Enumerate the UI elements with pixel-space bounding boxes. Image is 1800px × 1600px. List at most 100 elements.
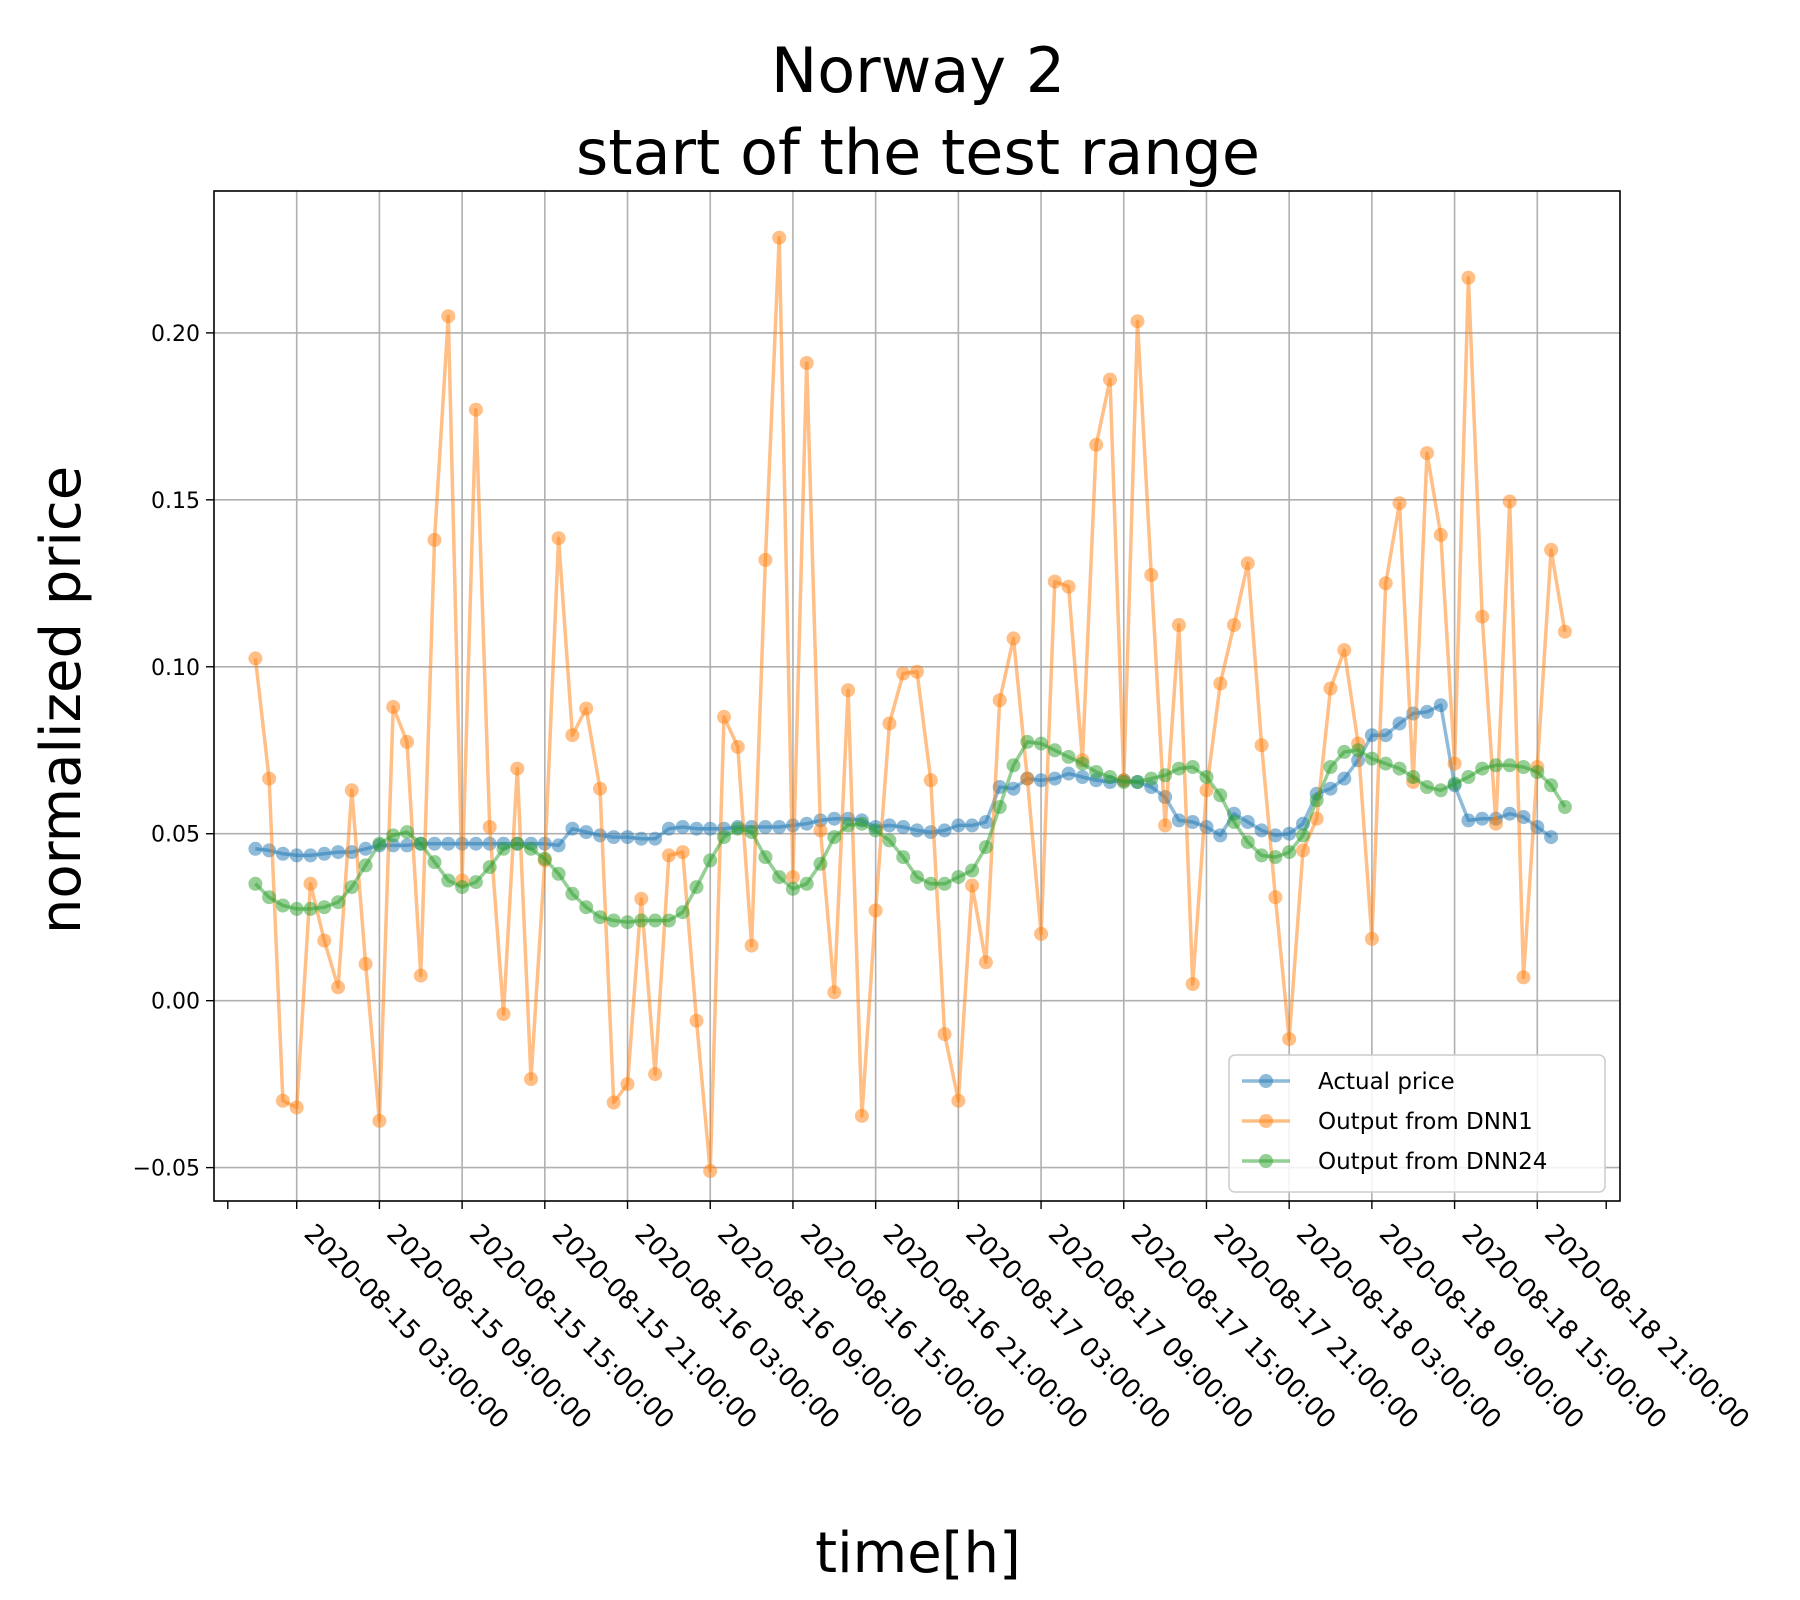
data-point [1378, 728, 1393, 743]
data-point [1323, 760, 1338, 774]
data-point [1227, 815, 1241, 829]
data-point [1075, 756, 1090, 771]
data-point [1006, 758, 1021, 773]
data-point [303, 876, 318, 891]
data-point [772, 230, 787, 245]
data-point [317, 933, 332, 948]
data-point [634, 913, 649, 928]
data-point [510, 761, 525, 776]
data-point [606, 1095, 621, 1110]
data-point [427, 532, 442, 547]
data-point [1075, 770, 1090, 784]
data-point [965, 878, 980, 893]
data-point [1557, 800, 1572, 814]
data-point [275, 898, 290, 913]
data-point [1213, 828, 1228, 843]
data-point [758, 850, 773, 865]
data-point [372, 1113, 387, 1128]
data-point [813, 856, 828, 871]
y-tick-label: 0.00 [151, 990, 200, 1015]
data-point [303, 901, 318, 916]
legend: Actual price Output from DNN1 Output from … [1228, 1054, 1606, 1193]
data-point [1089, 437, 1104, 452]
data-point [551, 838, 566, 853]
data-point [606, 830, 621, 845]
data-point [524, 841, 538, 856]
data-point [772, 870, 787, 885]
data-point [1254, 823, 1269, 838]
data-point [579, 900, 594, 915]
data-point [1530, 765, 1545, 779]
data-point [358, 858, 373, 873]
data-point [675, 845, 690, 860]
data-point [1171, 618, 1186, 632]
data-point [289, 1100, 304, 1115]
data-point [1199, 783, 1214, 798]
data-point [455, 880, 470, 895]
y-tick-label: 0.15 [151, 489, 200, 514]
data-point [992, 800, 1007, 814]
data-point [275, 1093, 290, 1108]
data-point [1364, 931, 1379, 946]
data-point [468, 402, 483, 417]
data-point [1461, 813, 1476, 828]
data-point [758, 820, 773, 834]
data-point [1103, 372, 1117, 387]
data-point [1351, 743, 1366, 758]
data-point [854, 816, 869, 831]
data-point [703, 821, 718, 836]
data-point [1199, 820, 1214, 834]
data-point [331, 845, 346, 860]
data-point [799, 876, 814, 891]
data-point [372, 836, 387, 851]
data-point [400, 734, 414, 749]
data-point [1475, 761, 1490, 776]
data-point [634, 891, 649, 906]
data-point [689, 821, 704, 836]
data-point [1406, 770, 1421, 784]
data-point [593, 781, 607, 796]
data-point [648, 831, 663, 846]
series-3 [248, 734, 1572, 930]
plot-frame [213, 190, 1621, 1202]
y-tick-label: −0.05 [133, 1157, 200, 1182]
data-point [551, 866, 566, 881]
data-point [1544, 830, 1559, 845]
data-point [1420, 446, 1434, 461]
data-point [661, 848, 676, 863]
data-point [1130, 314, 1145, 329]
data-point [744, 938, 759, 953]
legend-label: Output from DNN24 [1318, 1149, 1547, 1175]
data-point [661, 821, 676, 836]
data-point [951, 870, 966, 885]
data-point [978, 840, 993, 855]
data-point [1268, 890, 1283, 905]
data-point [413, 836, 428, 851]
data-point [744, 825, 759, 840]
data-point [386, 699, 401, 714]
data-point [1006, 631, 1021, 646]
data-point [1268, 850, 1283, 865]
data-point [620, 830, 635, 845]
data-point [910, 664, 924, 679]
data-point [923, 773, 938, 788]
data-point [937, 823, 952, 838]
data-point [1420, 704, 1434, 719]
data-point [1502, 758, 1517, 773]
data-point [868, 903, 883, 918]
data-point [937, 1027, 952, 1042]
data-point [482, 860, 497, 875]
data-point [1061, 766, 1076, 781]
data-point [758, 552, 773, 567]
data-point [923, 876, 938, 891]
data-point [606, 913, 621, 928]
data-point [1061, 749, 1076, 764]
data-point [661, 913, 676, 928]
legend-box [1228, 1054, 1606, 1193]
data-point [1227, 618, 1241, 632]
data-point [1296, 828, 1310, 843]
data-point [1047, 743, 1062, 758]
data-point [1309, 793, 1324, 808]
data-point [551, 531, 566, 546]
data-point [785, 881, 800, 896]
